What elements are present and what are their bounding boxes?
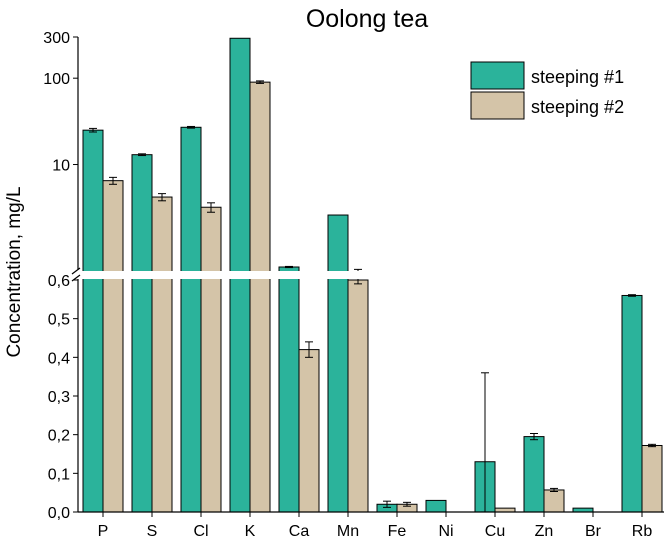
legend: steeping #1 steeping #2 (470, 61, 624, 120)
bar-p-series-1 (82, 129, 104, 513)
error-bar-rb-series-1 (628, 294, 636, 297)
y-tick-label: 0,1 (48, 466, 70, 483)
bar-ni-series-1 (425, 499, 447, 513)
bar-mn-series-1 (327, 214, 349, 513)
bar-s-series-2 (151, 196, 173, 513)
bar-cl-series-2 (200, 206, 222, 513)
x-tick-label-k: K (245, 523, 256, 540)
axis-break-mark (71, 267, 81, 275)
error-bar-fe-series-1 (383, 500, 391, 508)
x-tick-label-fe: Fe (388, 523, 407, 540)
y-tick-label: 0,4 (48, 350, 70, 367)
x-tick-label-p: P (98, 523, 109, 540)
x-tick-label-rb: Rb (632, 523, 653, 540)
y-tick-label: 10 (52, 158, 70, 175)
x-tick-label-s: S (147, 523, 158, 540)
x-tick-label-ni: Ni (438, 523, 453, 540)
axes-layer: 0,0 0,1 0,2 0,3 0,4 0,5 0,6 10 100 300 P S Cl K Ca Mn Fe… (43, 30, 664, 540)
error-bar-s-series-1 (138, 153, 146, 157)
y-tick-label: 300 (43, 30, 70, 47)
x-tick-label-cl: Cl (193, 523, 208, 540)
x-tick-label-zn: Zn (535, 523, 554, 540)
x-tick-label-ca: Ca (289, 523, 310, 540)
error-bar-cl-series-2 (207, 202, 215, 213)
error-bar-fe-series-2 (403, 501, 411, 507)
bar-rb-series-2 (641, 444, 663, 513)
bar-rb-series-1 (621, 294, 643, 513)
bar-zn-series-2 (543, 489, 565, 513)
error-bars-layer (89, 80, 656, 513)
legend-swatch-series-1 (470, 61, 525, 90)
bar-k-series-2 (249, 81, 271, 513)
x-tick-label-mn: Mn (337, 523, 359, 540)
error-bar-p-series-1 (89, 127, 97, 133)
y-tick-label: 0,2 (48, 428, 70, 445)
bar-cl-series-1 (180, 126, 202, 513)
error-bar-ca-series-1 (285, 265, 293, 269)
bar-ca-series-1 (278, 266, 300, 513)
y-tick-label: 100 (43, 71, 70, 88)
error-bar-cl-series-1 (187, 125, 195, 129)
bar-mn-series-2 (347, 279, 369, 513)
axis-break-band (74, 271, 664, 279)
y-tick-label: 0,6 (48, 273, 70, 290)
bar-ca-series-2 (298, 349, 320, 513)
bar-p-series-2 (102, 180, 124, 513)
legend-swatch-series-2 (470, 91, 525, 120)
bar-zn-series-1 (523, 436, 545, 513)
x-tick-label-br: Br (585, 523, 602, 540)
bar-s-series-1 (131, 154, 153, 513)
legend-label-series-2: steeping #2 (531, 97, 624, 117)
legend-label-series-1: steeping #1 (531, 67, 624, 87)
error-bar-p-series-2 (109, 176, 117, 185)
error-bar-ca-series-2 (305, 341, 313, 358)
error-bar-k-series-2 (256, 80, 264, 84)
y-axis-title: Concentration, mg/L (4, 186, 25, 357)
error-bar-zn-series-2 (550, 487, 558, 493)
x-tick-label-cu: Cu (485, 523, 505, 540)
error-bar-s-series-2 (158, 193, 166, 202)
error-bar-zn-series-1 (530, 433, 538, 441)
y-tick-label: 0,3 (48, 389, 70, 406)
error-bar-rb-series-2 (648, 443, 656, 448)
y-tick-label: 0,0 (48, 505, 70, 522)
chart-title: Oolong tea (306, 5, 428, 33)
bars-layer (82, 37, 663, 513)
y-tick-label: 0,5 (48, 312, 70, 329)
